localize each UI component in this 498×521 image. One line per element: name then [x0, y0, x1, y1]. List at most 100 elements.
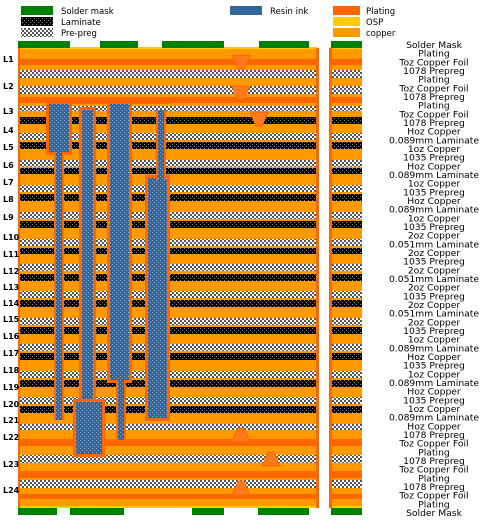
plating-band-31-1: [330, 471, 362, 478]
thin-via-2: [158, 110, 164, 180]
layer-tag-l2: L2: [3, 82, 14, 91]
prepreg-band-6-1: [330, 133, 362, 140]
legend: Solder mask Laminate Pre-preg Resin ink …: [21, 6, 396, 39]
edge-plating-left: [316, 48, 319, 508]
stack-label-38: 1oz Copper: [408, 369, 461, 380]
prepreg-band-1-1: [330, 70, 362, 78]
edge-plating-right: [329, 48, 332, 508]
micro-via-4: [261, 451, 281, 467]
stack-label-46: Toz Copper Foil: [398, 439, 468, 450]
legend-swatch-solder-mask: [21, 6, 53, 15]
laminate-band-9-1: [330, 168, 362, 174]
stack-label-41: 1035 Prepreg: [403, 395, 465, 406]
layer-tag-l10: L10: [3, 233, 20, 242]
layer-tag-l7: L7: [3, 178, 14, 187]
osp-bottom-1: [330, 506, 362, 508]
legend-swatch-resin: [230, 6, 262, 15]
osp-bottom-0: [18, 506, 318, 508]
prepreg-band-2-0: [18, 86, 318, 94]
stack-label-30: 2oz Copper: [408, 300, 461, 311]
layer-tag-l3: L3: [3, 107, 14, 116]
laminate-band-19-1: [330, 300, 362, 307]
layer-tag-l14: L14: [3, 299, 20, 308]
stack-label-43: 0.089mm Laminate: [389, 413, 479, 424]
legend-label-solder-mask: Solder mask: [61, 7, 114, 17]
prepreg-band-32-1: [330, 480, 362, 488]
layer-tag-l24: L24: [3, 486, 20, 495]
laminate-band-23-1: [330, 353, 362, 360]
micro-via-1: [231, 85, 251, 101]
stack-label-13: 1035 Prepreg: [403, 153, 465, 164]
stack-label-7: Plating: [418, 101, 450, 112]
layer-tag-l12: L12: [3, 267, 19, 276]
stack-label-24: 2oz Copper: [408, 248, 461, 259]
prepreg-band-28-1: [330, 424, 362, 430]
stack-label-5: Toz Copper Foil: [398, 83, 468, 94]
laminate-band-25-1: [330, 380, 362, 387]
stack-label-17: 1035 Prepreg: [403, 187, 465, 198]
solder-mask-top-0: [18, 41, 70, 48]
legend-label-copper: copper: [366, 29, 396, 39]
stack-label-54: Solder Mask: [406, 508, 463, 519]
prepreg-band-10-1: [330, 185, 362, 192]
edge-slot: [316, 48, 332, 508]
legend-swatch-prepreg: [21, 28, 53, 37]
legend-swatch-osp: [333, 17, 360, 26]
stack-label-12: 1oz Copper: [408, 144, 461, 155]
legend-label-prepreg: Pre-preg: [61, 29, 97, 39]
stack-label-51: 1078 Prepreg: [403, 482, 465, 493]
solder-mask-top-4: [331, 41, 362, 48]
laminate-band-5-0: [18, 117, 318, 124]
via-group: [46, 54, 281, 496]
stack-label-18: Hoz Copper: [407, 196, 461, 207]
stack-label-11: 0.089mm Laminate: [389, 135, 479, 146]
stack-label-23: 0.051mm Laminate: [389, 239, 479, 250]
stack-label-9: 1078 Prepreg: [403, 118, 465, 129]
solder-mask-bottom-4: [331, 508, 362, 515]
prepreg-band-4-0: [18, 106, 318, 111]
solder-mask-bottom-0: [18, 508, 57, 515]
stack-label-29: 1035 Prepreg: [403, 291, 465, 302]
layer-tag-l4: L4: [3, 126, 14, 135]
layer-tag-l9: L9: [3, 213, 14, 222]
layer-tag-l19: L19: [3, 383, 20, 392]
prepreg-band-2-1: [330, 86, 362, 94]
layer-tag-l13: L13: [3, 283, 19, 292]
legend-swatch-copper: [333, 28, 360, 37]
thin-via-1: [118, 380, 124, 440]
stack-label-35: 0.089mm Laminate: [389, 343, 479, 354]
solder-mask-bottom-2: [192, 508, 224, 515]
plating-band-31-0: [18, 471, 318, 478]
legend-label-plating: Plating: [366, 7, 395, 17]
laminate-band-15-1: [330, 248, 362, 254]
plating-band-0-0: [18, 59, 318, 65]
layer-tag-l5: L5: [3, 143, 14, 152]
stack-label-3: 1078 Prepreg: [403, 66, 465, 77]
layer-tag-l22: L22: [3, 433, 19, 442]
stack-label-45: 1078 Prepreg: [403, 430, 465, 441]
stack-label-39: 0.089mm Laminate: [389, 378, 479, 389]
plating-band-29-1: [330, 439, 362, 446]
stack-label-0: Solder Mask: [406, 40, 463, 51]
stack-label-1: Plating: [418, 49, 450, 60]
plating-band-3-1: [330, 97, 362, 103]
legend-swatch-plating: [333, 6, 360, 15]
stack-label-50: Plating: [418, 473, 450, 484]
legend-label-resin: Resin ink: [270, 7, 308, 17]
stack-label-21: 1035 Prepreg: [403, 222, 465, 233]
resin-via-2: [110, 102, 129, 380]
stack-label-36: Hoz Copper: [407, 352, 461, 363]
prepreg-band-30-0: [18, 455, 318, 463]
layer-tag-l20: L20: [3, 400, 20, 409]
prepreg-band-8-0: [18, 160, 318, 167]
stack-label-22: 2oz Copper: [408, 231, 461, 242]
stack-label-53: Plating: [418, 499, 450, 510]
edge-plating-outer-left: [18, 48, 20, 508]
layer-tag-l23: L23: [3, 460, 19, 469]
stack-label-47: Plating: [418, 447, 450, 458]
stack-label-2: Toz Copper Foil: [398, 57, 468, 68]
stack-label-44: Hoz Copper: [407, 421, 461, 432]
stack-label-10: Hoz Copper: [407, 127, 461, 138]
stack-label-25: 1035 Prepreg: [403, 257, 465, 268]
